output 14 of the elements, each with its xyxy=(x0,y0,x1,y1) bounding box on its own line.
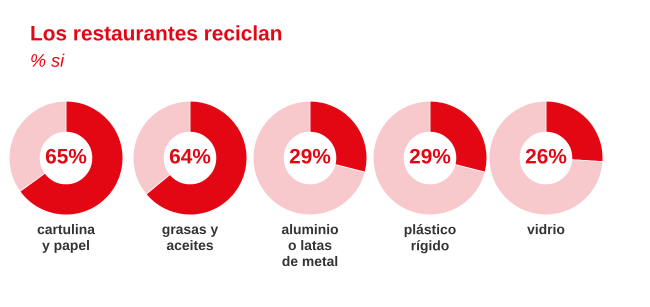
data-label: 26% xyxy=(526,148,566,164)
text: grasas y aceites xyxy=(162,226,218,250)
chart-title: Los restaurantes reciclan xyxy=(31,25,282,41)
donut-slice xyxy=(252,100,366,216)
text: vidrio xyxy=(527,224,564,234)
text: aluminio o latas de metal xyxy=(282,224,338,266)
text: plástico rígido xyxy=(404,224,456,254)
chart-subtitle: % si xyxy=(31,54,65,67)
data-label: 29% xyxy=(290,148,330,164)
donut-slice xyxy=(372,100,486,216)
data-label: 65% xyxy=(46,148,86,164)
data-label: 64% xyxy=(170,148,210,164)
data-label: 29% xyxy=(410,148,450,164)
text: cartulina y papel xyxy=(38,224,96,253)
